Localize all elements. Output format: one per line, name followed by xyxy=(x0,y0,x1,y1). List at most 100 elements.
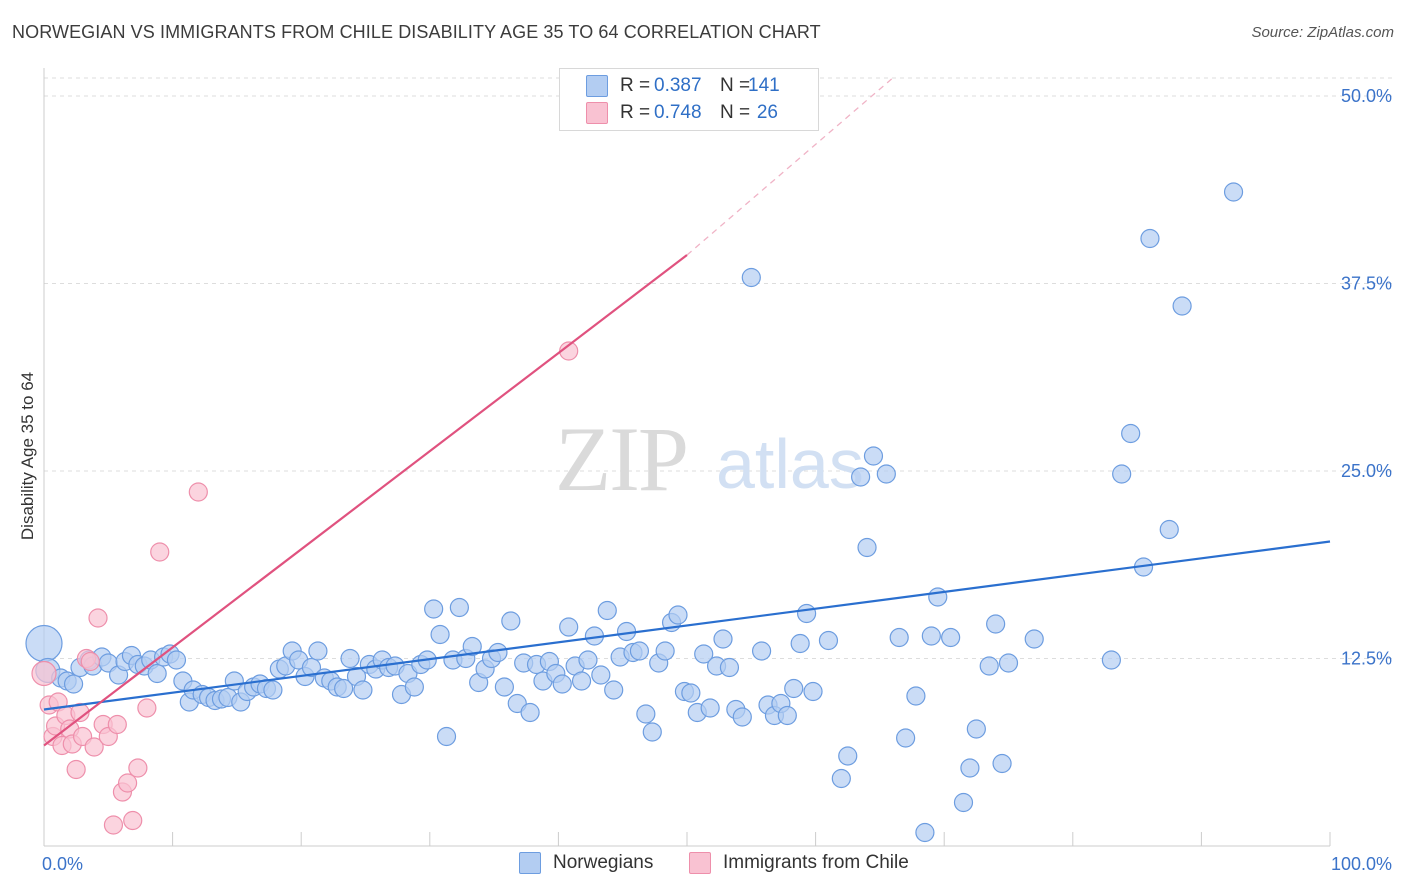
point-norwegians xyxy=(25,624,63,663)
point-norwegians xyxy=(591,665,611,685)
legend-r-label: R = xyxy=(620,75,651,96)
grid-lines xyxy=(44,77,1392,659)
legend-r-label: R = xyxy=(620,102,651,123)
point-norwegians xyxy=(889,627,909,648)
point-norwegians xyxy=(1101,650,1121,670)
point-norwegians xyxy=(1112,464,1132,484)
point-norwegians xyxy=(838,746,858,766)
legend-item-norwegians: Norwegians xyxy=(519,852,653,874)
legend-swatch-chile xyxy=(586,102,608,124)
point-norwegians xyxy=(681,683,701,703)
x-tick-label: 100.0% xyxy=(1331,854,1392,874)
point-chile xyxy=(31,660,57,687)
point-norwegians xyxy=(63,674,84,694)
source-label: Source: ZipAtlas.com xyxy=(1251,24,1394,41)
point-norwegians xyxy=(857,537,877,558)
point-chile xyxy=(188,482,208,502)
point-norwegians xyxy=(559,617,579,637)
point-norwegians xyxy=(713,629,733,649)
point-norwegians xyxy=(166,650,187,670)
point-norwegians xyxy=(353,680,373,700)
point-norwegians xyxy=(915,822,935,843)
legend-n-label: N = xyxy=(720,75,751,96)
point-norwegians xyxy=(906,686,926,706)
point-norwegians xyxy=(263,680,283,700)
legend-r-value: 0.387 xyxy=(654,75,702,96)
point-norwegians xyxy=(790,633,810,654)
point-norwegians xyxy=(629,641,650,661)
point-norwegians xyxy=(953,792,974,813)
y-axis-label: Disability Age 35 to 64 xyxy=(18,371,37,541)
point-norwegians xyxy=(642,722,662,742)
point-norwegians xyxy=(751,641,772,661)
point-norwegians xyxy=(334,678,354,699)
trend-line-chile-extension xyxy=(686,77,894,256)
point-norwegians xyxy=(921,626,941,646)
point-norwegians xyxy=(979,656,999,676)
point-norwegians xyxy=(604,680,624,700)
point-norwegians xyxy=(784,678,804,699)
point-norwegians xyxy=(1140,228,1160,249)
y-tick-label: 12.5% xyxy=(1341,649,1392,669)
y-tick-label: 50.0% xyxy=(1341,86,1392,106)
point-norwegians xyxy=(831,768,851,789)
point-norwegians xyxy=(796,603,817,624)
point-norwegians xyxy=(998,653,1019,673)
point-norwegians xyxy=(719,657,740,678)
point-norwegians xyxy=(147,663,167,684)
series-legend: Norwegians Immigrants from Chile xyxy=(0,852,1406,878)
point-norwegians xyxy=(818,630,839,651)
trend-line-norwegians xyxy=(43,540,1331,711)
point-norwegians xyxy=(655,641,675,661)
point-norwegians xyxy=(803,681,823,702)
point-norwegians xyxy=(1121,423,1141,444)
point-norwegians xyxy=(462,636,482,657)
point-chile xyxy=(66,759,86,780)
point-chile xyxy=(123,810,143,831)
point-norwegians xyxy=(430,624,450,645)
legend-row-norwegians: R = 0.387 N = 141 xyxy=(586,74,780,98)
legend-n-value: 26 xyxy=(756,102,778,123)
point-norwegians xyxy=(571,671,592,691)
point-norwegians xyxy=(636,704,656,724)
point-norwegians xyxy=(578,650,598,670)
point-chile xyxy=(88,608,108,628)
point-norwegians xyxy=(494,677,514,697)
tick-labels: 12.5% 25.0% 37.5% 50.0% 0.0% 100.0% xyxy=(42,86,1392,874)
point-norwegians xyxy=(700,698,720,718)
y-tick-label: 25.0% xyxy=(1341,461,1392,481)
legend-swatch-chile xyxy=(689,852,711,874)
point-norwegians xyxy=(1223,182,1244,202)
point-norwegians xyxy=(404,677,424,697)
trend-lines xyxy=(43,77,1331,747)
watermark-atlas: atlas xyxy=(716,425,864,503)
point-norwegians xyxy=(552,674,572,694)
point-chile xyxy=(137,698,157,718)
point-norwegians xyxy=(340,648,360,669)
point-norwegians xyxy=(732,707,752,727)
legend-n-label: N = xyxy=(720,102,751,123)
point-norwegians xyxy=(941,627,961,648)
correlation-legend: R = 0.387 N = 141 R = 0.748 N = 26 xyxy=(559,68,819,131)
point-norwegians xyxy=(741,267,761,288)
point-norwegians xyxy=(501,611,521,631)
point-norwegians xyxy=(777,705,797,726)
point-norwegians xyxy=(1024,629,1044,649)
chart-title: NORWEGIAN VS IMMIGRANTS FROM CHILE DISAB… xyxy=(12,22,821,42)
series-norwegians-points xyxy=(25,182,1244,843)
point-norwegians xyxy=(436,726,457,747)
point-norwegians xyxy=(986,614,1006,634)
point-norwegians xyxy=(308,641,328,661)
point-norwegians xyxy=(424,599,444,619)
point-chile xyxy=(103,815,124,835)
point-norwegians xyxy=(488,642,508,663)
point-norwegians xyxy=(896,728,916,748)
legend-n-value: 141 xyxy=(748,75,780,96)
legend-r-value: 0.748 xyxy=(654,102,702,123)
trend-line-chile xyxy=(43,254,688,747)
point-chile xyxy=(84,737,104,757)
point-chile xyxy=(150,542,170,562)
axes xyxy=(43,68,1331,847)
point-norwegians xyxy=(1159,519,1179,540)
point-chile xyxy=(128,758,148,778)
